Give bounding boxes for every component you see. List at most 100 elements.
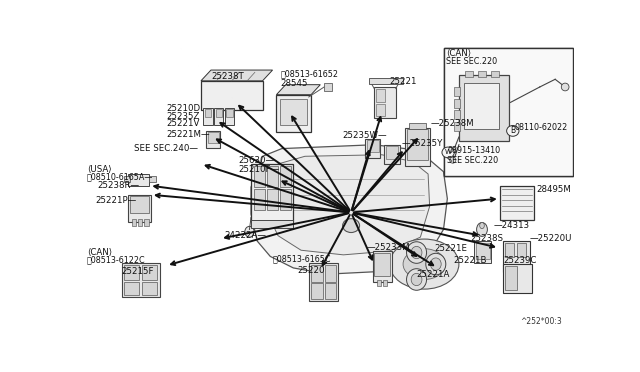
Text: —25233M: —25233M (367, 243, 410, 251)
Bar (311, 265, 323, 282)
Bar (124, 265, 140, 280)
Polygon shape (251, 145, 447, 274)
Bar (122, 263, 160, 297)
Bar (516, 243, 526, 257)
Text: 25221: 25221 (390, 77, 417, 86)
Text: 24222A—: 24222A— (224, 231, 266, 240)
Text: —25238M: —25238M (431, 119, 474, 128)
Text: 25221M—: 25221M— (166, 130, 210, 139)
Bar (251, 164, 293, 222)
Bar (204, 108, 212, 125)
Bar (369, 78, 403, 84)
Bar (227, 109, 232, 117)
Text: 25220: 25220 (297, 266, 324, 275)
Bar (128, 174, 149, 186)
Bar (374, 87, 396, 118)
Bar (378, 280, 381, 286)
Bar (205, 109, 211, 117)
Text: SEE SEC.220: SEE SEC.220 (447, 155, 499, 165)
Text: Ⓝ08513-61652: Ⓝ08513-61652 (280, 70, 339, 78)
Bar (267, 166, 278, 187)
Bar (454, 99, 460, 108)
Text: ⟨CAN⟩: ⟨CAN⟩ (87, 248, 112, 257)
Ellipse shape (507, 125, 519, 136)
Bar (465, 71, 473, 77)
Bar (225, 108, 234, 125)
Text: ⟨USA⟩: ⟨USA⟩ (87, 165, 111, 174)
Text: 25238R—: 25238R— (97, 181, 139, 190)
Bar (478, 71, 486, 77)
Text: 25238S: 25238S (470, 234, 504, 243)
Bar (325, 265, 337, 282)
Ellipse shape (411, 273, 422, 286)
Bar (206, 131, 220, 148)
Text: 25238T: 25238T (211, 73, 244, 81)
Text: —25235Y: —25235Y (401, 139, 442, 148)
Bar (132, 219, 136, 225)
Polygon shape (201, 70, 273, 81)
Bar (324, 83, 332, 91)
Bar (130, 196, 148, 213)
Bar (500, 186, 534, 220)
Ellipse shape (450, 147, 456, 153)
Ellipse shape (431, 258, 441, 270)
Text: 25235Z: 25235Z (166, 112, 200, 121)
Text: 25210F—: 25210F— (238, 165, 279, 174)
Ellipse shape (411, 246, 422, 259)
Text: ⟨CAN⟩: ⟨CAN⟩ (446, 49, 471, 58)
Text: 25215F: 25215F (122, 266, 154, 276)
Ellipse shape (403, 249, 445, 279)
Bar (311, 283, 323, 299)
Bar (503, 241, 530, 272)
Bar (405, 128, 429, 166)
Ellipse shape (561, 83, 569, 91)
Bar (138, 219, 143, 225)
Bar (216, 109, 221, 117)
Polygon shape (276, 85, 320, 95)
Text: 28495M: 28495M (536, 185, 571, 194)
Text: 25221B: 25221B (454, 256, 487, 265)
Bar (124, 282, 140, 295)
Bar (267, 189, 278, 210)
Text: Ⓝ08510-6165A—: Ⓝ08510-6165A— (87, 173, 154, 182)
Ellipse shape (406, 269, 426, 290)
Bar (208, 132, 219, 143)
Text: —24313: —24313 (493, 221, 530, 230)
Text: W: W (445, 150, 452, 155)
Bar (372, 251, 392, 282)
Bar (406, 129, 428, 160)
Bar (454, 110, 460, 119)
Bar (141, 282, 157, 295)
Bar (454, 122, 460, 131)
Ellipse shape (406, 242, 426, 263)
Text: Ⓝ08513-6165C: Ⓝ08513-6165C (273, 254, 331, 263)
Bar (141, 265, 157, 280)
Text: 25235W—: 25235W— (342, 131, 387, 140)
Bar (128, 195, 151, 222)
Bar (474, 241, 492, 263)
Bar (444, 48, 573, 176)
Ellipse shape (390, 239, 459, 289)
Text: SEE SEC.220: SEE SEC.220 (446, 57, 497, 66)
Text: 08110-62022: 08110-62022 (515, 123, 568, 132)
Bar (384, 145, 399, 164)
Ellipse shape (477, 222, 488, 236)
Polygon shape (268, 155, 429, 255)
Text: —25220U: —25220U (530, 234, 572, 243)
Bar (492, 71, 499, 77)
Text: 08915-13410: 08915-13410 (447, 147, 500, 155)
Bar (383, 280, 387, 286)
Ellipse shape (450, 157, 456, 163)
Text: 25221P—: 25221P— (95, 196, 137, 205)
Bar (214, 108, 223, 125)
Bar (505, 243, 515, 257)
Bar (144, 219, 148, 225)
Bar (280, 166, 291, 187)
Bar (280, 99, 307, 125)
Text: ^252*00:3: ^252*00:3 (520, 317, 563, 326)
Text: 25210D: 25210D (166, 104, 200, 113)
Text: SEE SEC.240—: SEE SEC.240— (134, 144, 198, 153)
Text: 25630—: 25630— (238, 155, 274, 165)
Bar (308, 263, 338, 301)
Text: B: B (510, 126, 515, 135)
